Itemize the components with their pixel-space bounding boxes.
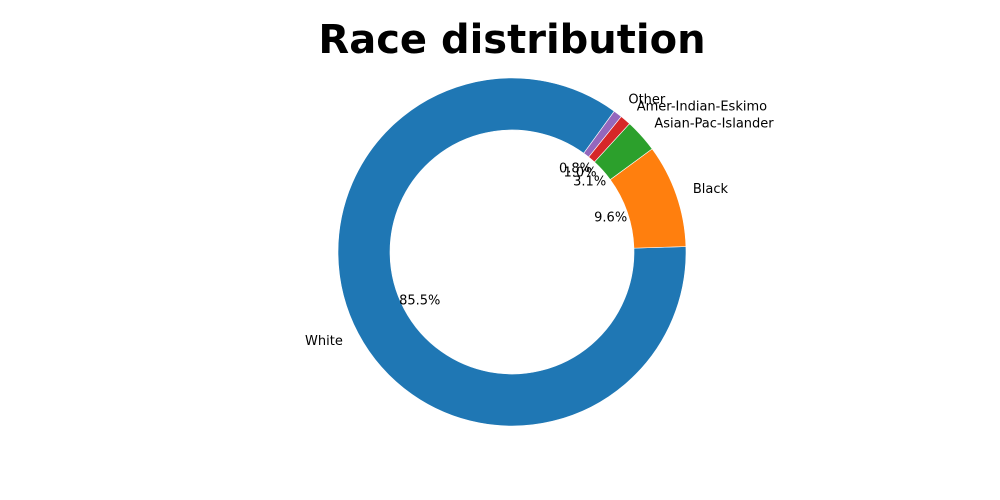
category-label-black: Black [693, 182, 729, 197]
percent-label-white: 85.5% [399, 293, 440, 308]
slices-group [338, 78, 686, 426]
chart-title: Race distribution [318, 17, 705, 63]
percent-label-black: 9.6% [594, 210, 627, 225]
category-label-other: Other [628, 93, 666, 108]
percent-label-other: 0.8% [559, 162, 592, 177]
category-label-white: White [305, 334, 343, 349]
category-label-asian-pac-islander: Asian-Pac-Islander [654, 117, 774, 132]
